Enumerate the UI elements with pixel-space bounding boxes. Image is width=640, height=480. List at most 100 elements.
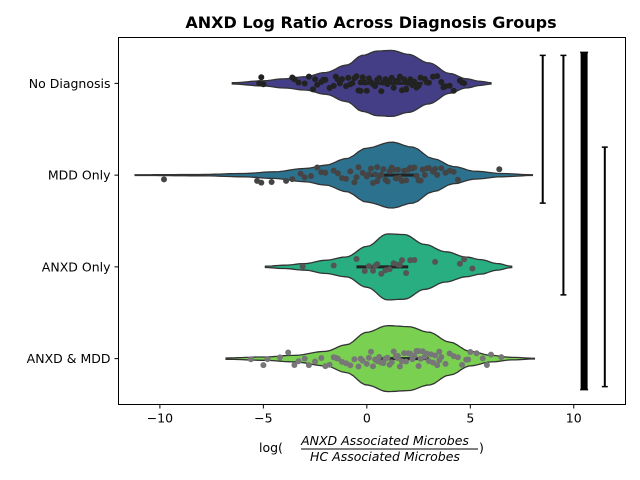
strip-point-0-38 [388,74,395,81]
strip-point-3-24 [370,363,376,370]
strip-point-3-10 [318,355,325,361]
strip-point-1-61 [297,170,304,177]
strip-point-1-62 [432,165,439,172]
strip-point-3-54 [432,352,439,359]
strip-point-0-19 [349,80,356,87]
strip-point-1-18 [359,169,366,176]
strip-point-2-4 [365,263,372,270]
strip-point-0-59 [446,82,453,89]
strip-point-3-37 [396,363,403,370]
strip-point-0-25 [361,79,368,86]
strip-point-1-42 [411,164,418,171]
strip-point-2-18 [461,256,468,263]
strip-point-1-26 [378,171,385,178]
strip-point-0-33 [378,88,385,95]
strip-point-3-2 [264,356,271,363]
y-tick-label-2: ANXD Only [42,259,111,274]
y-tick-label-3: ANXD & MDD [27,351,111,366]
strip-point-3-61 [454,354,461,361]
strip-point-3-31 [384,354,391,361]
strip-point-3-68 [498,354,505,361]
y-axis: No Diagnosis MDD Only ANXD Only ANXD & MDD [27,76,119,366]
strip-point-3-19 [355,363,362,370]
strip-point-3-72 [436,348,443,355]
strip-point-3-66 [479,355,486,362]
strip-point-0-69 [312,76,319,83]
strip-point-1-38 [403,177,410,184]
x-axis-label-suffix: ) [479,440,484,455]
strip-point-1-6 [301,174,308,181]
strip-point-3-27 [376,353,383,360]
strip-point-3-65 [473,350,480,357]
strip-point-3-12 [326,361,333,368]
x-tick-label-4: 10 [566,411,582,426]
x-tick-label-0: −10 [147,411,173,426]
strip-point-0-5 [301,80,308,87]
strip-point-1-58 [374,164,381,171]
strip-point-2-5 [370,267,376,274]
strip-point-1-51 [438,165,445,172]
strip-point-1-43 [413,172,420,179]
strip-point-2-16 [432,258,439,265]
strip-point-3-44 [411,352,418,359]
strip-point-2-17 [456,260,463,267]
strip-point-1-0 [161,176,167,183]
strip-point-3-70 [394,352,401,359]
strip-point-0-26 [363,87,370,94]
strip-point-3-34 [390,348,397,355]
x-axis: −10 −5 0 5 10 [147,404,582,426]
x-tick-label-3: 5 [466,411,474,426]
strip-point-1-55 [454,176,461,183]
strip-point-0-44 [401,76,408,83]
strip-point-2-13 [403,270,410,276]
strip-point-2-0 [299,263,306,270]
strip-point-1-60 [423,165,430,172]
strip-point-1-20 [365,171,372,178]
y-tick-label-1: MDD Only [48,168,111,183]
strip-point-1-8 [314,164,321,171]
strip-point-3-8 [305,362,312,369]
strip-point-1-29 [384,178,391,185]
x-axis-label: log( ANXD Associated Microbes HC Associa… [259,433,484,464]
x-axis-label-denominator: HC Associated Microbes [310,449,460,464]
strip-point-1-16 [351,179,358,186]
strip-point-0-66 [380,79,387,86]
x-axis-label-numerator: ANXD Associated Microbes [300,433,469,448]
strip-point-1-21 [368,165,374,172]
strip-point-2-21 [396,261,403,268]
strip-point-3-75 [465,356,472,363]
strip-point-1-54 [450,168,457,175]
strip-point-0-2 [258,74,265,81]
strip-point-0-70 [440,84,447,91]
strip-point-3-0 [247,356,254,363]
strip-point-0-57 [438,79,445,85]
strip-point-0-51 [415,82,422,89]
strip-point-2-3 [361,268,368,274]
strip-point-3-23 [368,348,374,355]
strip-point-0-1 [260,81,267,88]
strip-point-1-7 [308,173,314,179]
strip-point-1-56 [496,166,503,173]
strip-point-1-15 [347,168,354,175]
strip-point-0-6 [305,73,312,80]
strip-point-2-19 [469,265,476,272]
strip-point-3-74 [332,354,339,361]
strip-point-0-71 [289,74,296,81]
strip-point-0-64 [423,79,430,86]
strip-point-0-21 [353,73,360,80]
x-tick-label-2: 0 [363,411,371,426]
strip-point-2-1 [330,262,337,269]
strip-point-0-7 [310,86,316,93]
strip-point-2-9 [386,266,393,273]
strip-point-0-63 [461,80,468,87]
strip-point-3-67 [488,351,494,358]
strip-point-3-69 [357,355,364,362]
strip-point-0-4 [295,79,302,86]
strip-point-2-15 [411,257,418,263]
strip-point-1-24 [374,178,381,185]
strip-point-0-24 [359,74,366,81]
strip-point-3-3 [276,354,283,361]
strip-point-1-2 [258,179,265,186]
strip-point-3-1 [260,362,267,369]
x-tick-label-1: −5 [254,411,272,426]
